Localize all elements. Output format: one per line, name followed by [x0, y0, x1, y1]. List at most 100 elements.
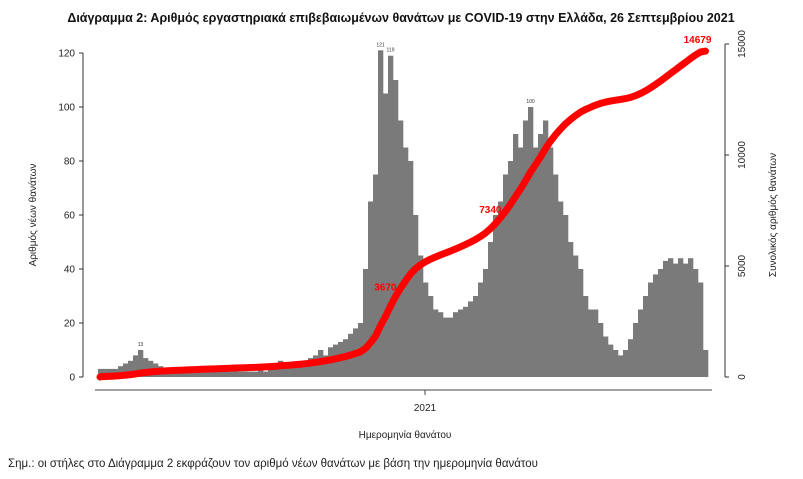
y2-tick-label: 0	[737, 374, 748, 380]
bar	[673, 263, 679, 377]
bar	[593, 309, 599, 377]
chart-note: Σημ.: οι στήλες στο Διάγραμμα 2 εκφράζου…	[8, 458, 538, 470]
bar	[288, 366, 294, 377]
cumulative-value-label: 3670	[374, 282, 397, 293]
bar	[118, 366, 124, 377]
bar	[368, 201, 374, 377]
bar	[653, 274, 659, 377]
bar	[383, 93, 389, 377]
bar	[423, 282, 429, 377]
y2-axis-label: Συνολικός αριθμός θανάτων	[767, 153, 779, 277]
bar	[538, 134, 544, 377]
bar	[678, 258, 684, 377]
cumulative-value-label: 7340	[479, 205, 502, 216]
bar	[518, 147, 524, 377]
bar	[213, 371, 219, 377]
bar	[138, 350, 144, 377]
bar	[438, 312, 444, 377]
bar	[703, 350, 709, 377]
bar	[313, 355, 319, 377]
bar	[143, 358, 149, 377]
bars-group	[98, 50, 709, 378]
bar	[588, 309, 594, 377]
bar	[233, 368, 239, 377]
x-axis: 2021	[95, 389, 712, 414]
bar	[663, 260, 669, 377]
bar-value-label: 119	[387, 48, 395, 54]
bar	[523, 120, 529, 377]
bar	[608, 344, 614, 377]
bar	[453, 312, 459, 377]
y-tick-label: 40	[64, 265, 76, 276]
bar	[198, 371, 204, 377]
bar	[558, 201, 564, 377]
bar	[208, 371, 214, 377]
bar	[103, 368, 109, 377]
bar	[643, 296, 649, 377]
y2-tick-label: 5000	[737, 254, 748, 277]
bar	[543, 120, 549, 377]
y-tick-label: 20	[64, 319, 76, 330]
bar	[283, 366, 289, 377]
bar	[238, 371, 244, 377]
bar	[553, 174, 559, 377]
bar	[258, 368, 264, 377]
bar	[693, 269, 699, 377]
bar	[268, 368, 274, 377]
bar	[633, 323, 639, 377]
bar	[578, 269, 584, 377]
bar	[128, 360, 134, 377]
bar	[648, 282, 654, 377]
x-axis-label: Ημερομηνία θανάτου	[359, 429, 452, 441]
cumulative-line-group: 3670 7340 14679	[96, 35, 712, 381]
bar	[618, 355, 624, 377]
bar	[503, 174, 509, 377]
bar	[473, 296, 479, 377]
bar-value-label: 13	[138, 342, 144, 348]
bar	[658, 269, 664, 377]
bar	[478, 282, 484, 377]
bar	[223, 371, 229, 377]
bar	[528, 107, 534, 377]
bar	[483, 269, 489, 377]
bar	[393, 80, 399, 377]
bar	[568, 242, 574, 377]
bar	[273, 366, 279, 377]
bar-value-label: 121	[376, 42, 385, 48]
bar	[598, 323, 604, 377]
bar	[698, 282, 704, 377]
bar	[433, 309, 439, 377]
bar	[493, 215, 499, 377]
bar	[243, 371, 249, 377]
y2-tick-label: 10000	[737, 141, 748, 169]
bar	[418, 255, 424, 377]
bar	[533, 147, 539, 377]
cumulative-deaths-line	[96, 47, 709, 381]
bar	[218, 371, 224, 377]
bar	[188, 371, 194, 377]
bar	[228, 371, 234, 377]
bar	[378, 50, 384, 378]
x-tick-label: 2021	[414, 403, 437, 414]
bar-value-label: 100	[526, 99, 535, 105]
bar	[133, 355, 139, 377]
bar	[563, 215, 569, 377]
bar	[638, 309, 644, 377]
bar	[448, 317, 454, 377]
y-axis-left: 0 20 40 60 80 100 120	[58, 49, 84, 384]
bar	[98, 368, 104, 377]
bar	[178, 371, 184, 377]
bar	[603, 336, 609, 377]
y-tick-label: 0	[69, 373, 75, 384]
bar	[613, 350, 619, 377]
bar	[253, 371, 259, 377]
bar	[203, 368, 209, 377]
bar	[468, 301, 474, 377]
y-axis-label: Αριθμός νέων θανάτων	[27, 164, 39, 267]
bar	[388, 55, 394, 377]
bar	[458, 309, 464, 377]
bar	[403, 147, 409, 377]
bar	[413, 215, 419, 377]
bar	[628, 339, 634, 377]
